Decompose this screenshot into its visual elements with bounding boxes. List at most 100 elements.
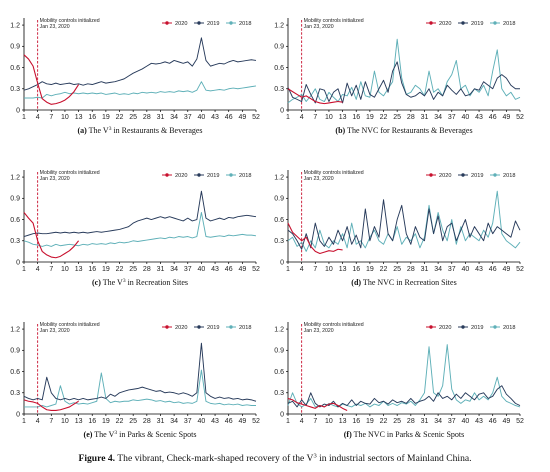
series-line-2018 [23, 211, 257, 247]
x-tick-label: 43 [211, 114, 219, 121]
x-tick-label: 37 [448, 266, 456, 273]
figure-caption-text: The vibrant, Check-mark-shaped recovery … [115, 453, 313, 464]
panel-caption: (b) The NVC for Restaurants & Beverages [335, 126, 472, 135]
y-tick-label: 0.3 [274, 86, 284, 93]
legend-marker-2020 [165, 21, 169, 25]
y-tick-label: 0.6 [274, 217, 284, 224]
figure-caption-rest: in industrial sectors of Mainland China. [317, 453, 472, 464]
x-tick-label: 19 [366, 266, 374, 273]
panel-caption-rest: in Recreation Sites [126, 278, 188, 287]
x-tick-label: 37 [184, 266, 192, 273]
y-tick-label: 0.6 [274, 369, 284, 376]
series-line-2020 [287, 88, 343, 105]
x-tick-label: 43 [475, 114, 483, 121]
x-tick-label: 34 [170, 114, 178, 121]
chart-panel-f: 0 0.3 0.6 0.9 1.2 1 4 7 10 13 16 19 22 25 28 31 34 37 40 43… [274, 322, 524, 439]
legend-label-2019: 2019 [207, 325, 219, 331]
legend-label-2019: 2019 [207, 173, 219, 179]
x-tick-label: 49 [238, 114, 246, 121]
panel-caption: (a) The V3 in Restaurants & Beverages [77, 126, 202, 135]
panel-caption-text: The NVC in Parks & Scenic Spots [352, 430, 465, 439]
panel-caption-rest: in Parks & Scenic Spots [117, 430, 196, 439]
x-tick-label: 52 [516, 266, 524, 273]
x-tick-label: 25 [393, 418, 401, 425]
y-tick-label: 1.2 [10, 22, 20, 29]
y-tick-label: 0 [280, 107, 284, 114]
x-tick-label: 52 [516, 114, 524, 121]
x-tick-label: 31 [421, 114, 429, 121]
x-tick-label: 37 [184, 418, 192, 425]
panel-caption-text: The V [92, 430, 114, 439]
chart-panel-b: 0 0.3 0.6 0.9 1.2 1 4 7 10 13 16 19 22 25 28 31 34 37 40 43… [274, 18, 524, 135]
x-tick-label: 7 [313, 266, 317, 273]
event-annotation: Jan 23, 2020 [304, 176, 334, 182]
figure-caption: Figure 4. The vibrant, Check-mark-shaped… [78, 453, 471, 465]
legend-label-2018: 2018 [503, 21, 515, 27]
series-line-2019 [23, 342, 257, 402]
legend-marker-2019 [197, 173, 201, 177]
x-tick-label: 7 [49, 266, 53, 273]
x-tick-label: 52 [252, 266, 260, 273]
x-tick-label: 37 [448, 114, 456, 121]
figure-caption-sup: 3 [313, 453, 316, 460]
legend-marker-2018 [493, 325, 497, 329]
x-tick-label: 22 [116, 418, 124, 425]
panel-caption-text: The NVC for Restaurants & Beverages [345, 126, 472, 135]
event-annotation: Mobility controls initialized [40, 170, 100, 176]
series-line-2018 [24, 81, 257, 99]
x-tick-label: 4 [300, 114, 304, 121]
x-tick-label: 49 [502, 418, 510, 425]
legend-marker-2019 [461, 173, 465, 177]
x-tick-label: 16 [352, 266, 360, 273]
x-tick-label: 4 [300, 266, 304, 273]
y-tick-label: 0 [16, 107, 20, 114]
x-tick-label: 37 [184, 114, 192, 121]
event-annotation: Mobility controls initialized [304, 322, 364, 328]
x-tick-label: 43 [211, 418, 219, 425]
panel-caption-rest: in Restaurants & Beverages [111, 126, 202, 135]
legend-label-2018: 2018 [239, 325, 251, 331]
legend-marker-2018 [229, 325, 233, 329]
legend-label-2019: 2019 [471, 21, 483, 27]
y-tick-label: 0 [280, 411, 284, 418]
series-line-2019 [23, 37, 257, 91]
x-tick-label: 52 [516, 418, 524, 425]
legend-label-2018: 2018 [239, 173, 251, 179]
legend-label-2018: 2018 [503, 173, 515, 179]
x-tick-label: 22 [380, 114, 388, 121]
x-tick-label: 46 [489, 266, 497, 273]
series-line-2019 [287, 385, 521, 408]
series-line-2018 [287, 344, 521, 408]
series-line-2018 [287, 38, 521, 104]
chart-panel-d: 0 0.3 0.6 0.9 1.2 1 4 7 10 13 16 19 22 25 28 31 34 37 40 43… [274, 170, 524, 287]
x-tick-label: 4 [36, 114, 40, 121]
legend-label-2018: 2018 [503, 325, 515, 331]
series-line-2019 [287, 61, 520, 104]
y-tick-label: 1.2 [10, 326, 20, 333]
y-tick-label: 1.2 [274, 22, 284, 29]
x-tick-label: 25 [393, 266, 401, 273]
x-tick-label: 43 [211, 266, 219, 273]
legend-marker-2020 [165, 325, 169, 329]
panel-caption: (e) The V3 in Parks & Scenic Spots [84, 430, 197, 439]
x-tick-label: 10 [61, 114, 69, 121]
x-tick-label: 1 [22, 114, 26, 121]
x-tick-label: 28 [143, 114, 151, 121]
panel-caption: (c) The V3 in Recreation Sites [92, 278, 188, 287]
legend-label-2020: 2020 [175, 173, 187, 179]
x-tick-label: 25 [129, 114, 137, 121]
panel-caption-sup: 3 [109, 126, 112, 132]
panel-caption: (d) The NVC in Recreation Sites [351, 278, 456, 287]
panel-caption-letter: (e) [84, 430, 93, 439]
event-annotation: Mobility controls initialized [304, 170, 364, 176]
x-tick-label: 40 [462, 266, 470, 273]
y-tick-label: 0.9 [10, 348, 20, 355]
x-tick-label: 16 [352, 114, 360, 121]
x-tick-label: 13 [75, 266, 83, 273]
series-line-2020 [23, 399, 79, 412]
series-line-2018 [287, 190, 521, 252]
legend-marker-2018 [493, 173, 497, 177]
event-annotation: Jan 23, 2020 [304, 328, 334, 334]
y-tick-label: 1.2 [274, 326, 284, 333]
legend-label-2020: 2020 [439, 173, 451, 179]
